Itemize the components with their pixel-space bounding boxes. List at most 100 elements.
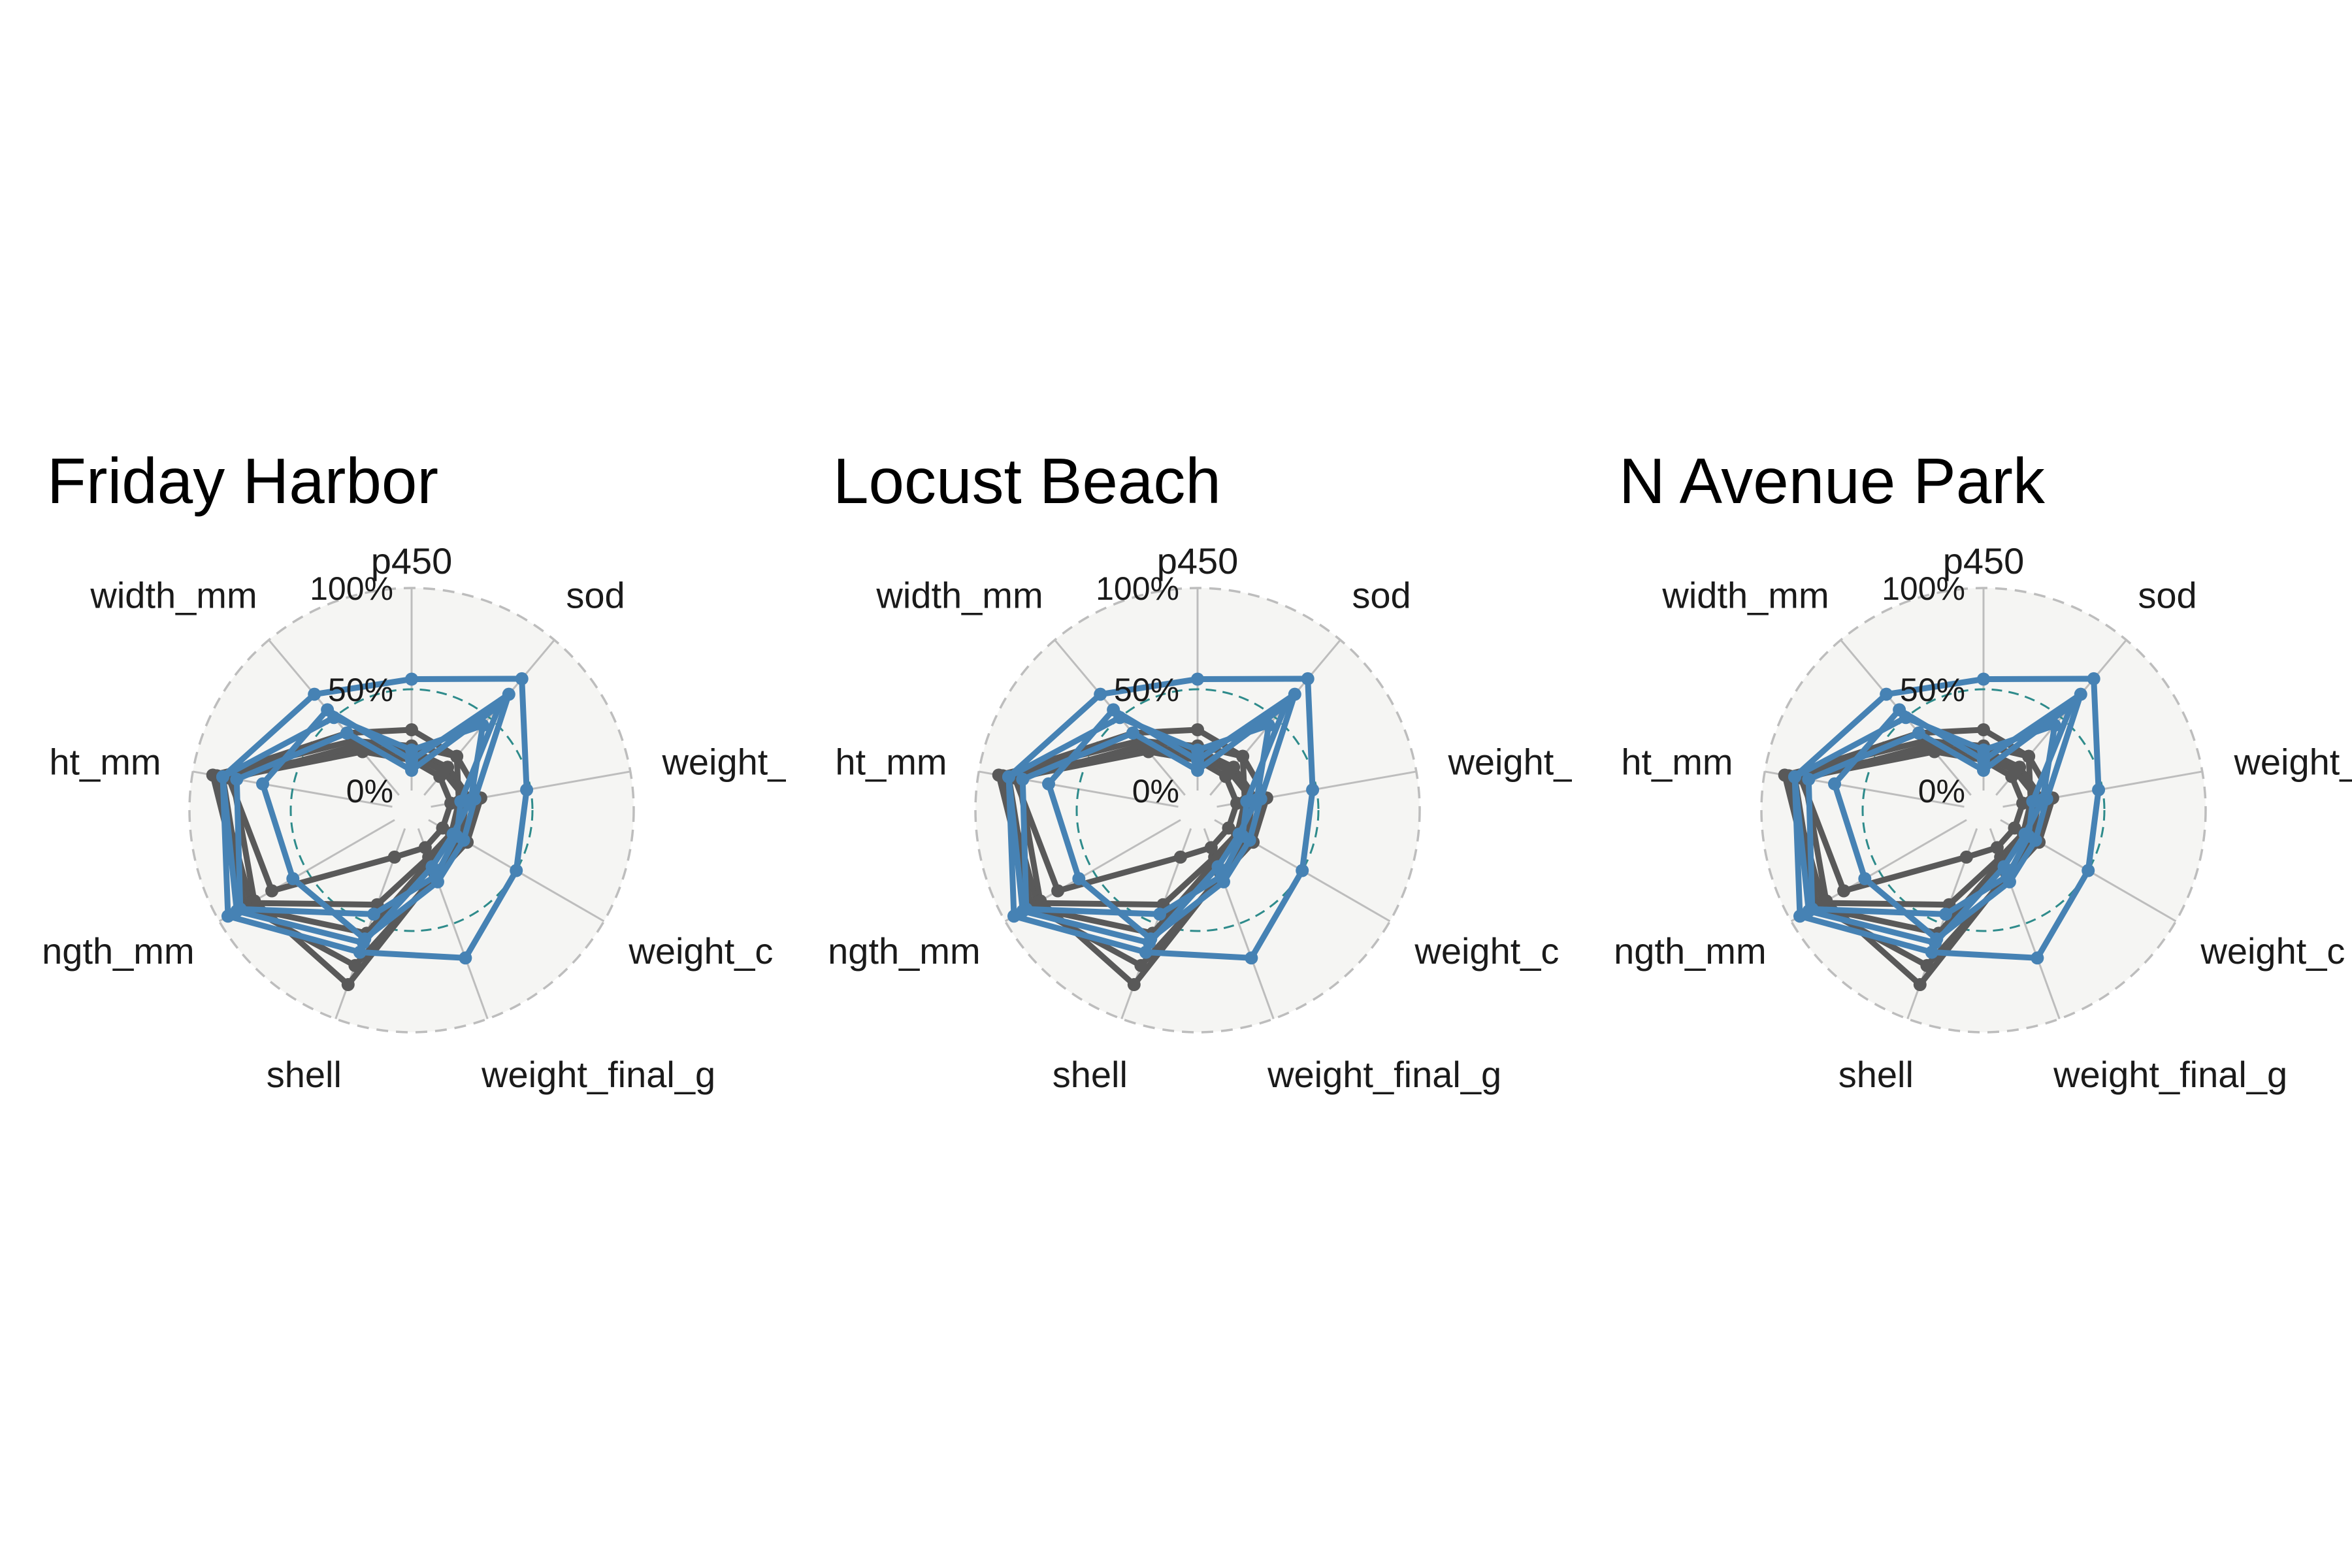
data-point-grey xyxy=(992,768,1005,782)
axis-label: weight_c xyxy=(1414,930,1559,972)
series-line-blue xyxy=(1005,676,1316,961)
radial-tick-label: 50% xyxy=(328,672,393,708)
series-line-blue xyxy=(1045,691,1298,942)
data-point-blue xyxy=(1899,711,1913,725)
data-point-grey xyxy=(436,821,449,835)
data-point-blue xyxy=(459,951,472,965)
axis-label: weight_final_g xyxy=(481,1054,715,1095)
data-point-grey xyxy=(341,978,355,992)
axis-label: ngth_mm xyxy=(42,930,194,972)
data-point-grey xyxy=(1127,978,1141,992)
axis-label: width_mm xyxy=(1661,575,1829,616)
data-point-grey xyxy=(1222,821,1235,835)
panel-title: Locust Beach xyxy=(833,445,1221,517)
reference-ring xyxy=(1861,688,2106,932)
series-line-grey xyxy=(225,749,454,894)
data-point-blue xyxy=(1240,794,1254,808)
data-point-blue xyxy=(520,783,534,796)
data-point-blue xyxy=(1191,672,1204,686)
reference-ring xyxy=(1075,688,1320,932)
data-point-blue xyxy=(1858,872,1872,885)
axis-label: weight_c xyxy=(628,930,773,972)
data-point-grey xyxy=(206,768,220,782)
data-point-blue xyxy=(493,698,506,712)
data-point-grey xyxy=(1141,745,1155,759)
data-point-blue xyxy=(1997,860,2011,874)
data-point-blue xyxy=(1250,793,1264,807)
data-point-blue xyxy=(1788,770,1801,784)
data-point-grey xyxy=(1051,884,1065,898)
axis-label: sod xyxy=(566,575,625,616)
data-point-grey xyxy=(418,841,432,855)
axis-label: weight_final_g xyxy=(2053,1054,2287,1095)
axis-label: ngth_mm xyxy=(828,930,980,972)
radial-tick-label: 100% xyxy=(310,570,393,607)
data-point-blue xyxy=(1828,777,1842,791)
series-line-grey xyxy=(1011,749,1240,894)
data-point-blue xyxy=(1802,772,1816,786)
data-point-blue xyxy=(1301,672,1315,685)
data-point-blue xyxy=(515,672,529,685)
data-point-blue xyxy=(425,860,439,874)
axis-label: shell xyxy=(267,1054,342,1095)
data-point-blue xyxy=(405,743,418,757)
series-line-grey xyxy=(1797,749,2026,894)
data-point-blue xyxy=(2036,793,2050,807)
data-point-grey xyxy=(1977,723,1990,736)
data-point-grey xyxy=(1236,749,1250,763)
data-point-blue xyxy=(464,793,478,807)
data-point-grey xyxy=(1134,958,1148,972)
series-line-blue xyxy=(1005,714,1272,946)
axis-label: weight_final_g xyxy=(1267,1054,1501,1095)
reference-ring xyxy=(289,688,534,932)
data-point-grey xyxy=(450,749,464,763)
axis-label: p450 xyxy=(1157,540,1239,581)
data-point-grey xyxy=(405,723,418,736)
data-point-blue xyxy=(367,907,381,921)
data-point-grey xyxy=(355,745,369,759)
axis-label: ht_mm xyxy=(49,741,161,782)
data-point-blue xyxy=(1143,936,1156,949)
data-point-blue xyxy=(1232,827,1246,841)
axis-label: width_mm xyxy=(875,575,1043,616)
data-point-blue xyxy=(1002,770,1015,784)
data-point-blue xyxy=(1977,743,1990,757)
data-point-blue xyxy=(1912,727,1926,740)
outer-ring xyxy=(1760,587,2207,1034)
data-point-blue xyxy=(446,827,460,841)
data-point-blue xyxy=(502,687,515,701)
data-point-blue xyxy=(1191,743,1204,757)
data-point-blue xyxy=(2087,672,2100,685)
radar-panel: 0% 50% 100%p450 sod weight_ weight_c weight_fi… xyxy=(1614,540,2352,1095)
axis-label: width_mm xyxy=(90,575,257,616)
series-line-blue xyxy=(1831,691,2084,942)
data-point-blue xyxy=(1191,764,1204,777)
data-point-blue xyxy=(1802,904,1816,918)
data-point-blue xyxy=(216,770,229,784)
data-point-blue xyxy=(476,719,489,732)
data-point-blue xyxy=(2082,864,2095,877)
data-point-blue xyxy=(405,753,418,767)
axis-label: sod xyxy=(2138,575,2197,616)
data-point-blue xyxy=(2048,719,2061,732)
radar-panel: 0% 50% 100%p450 sod weight_ weight_c weight_fi… xyxy=(828,540,1572,1095)
data-point-grey xyxy=(1837,884,1851,898)
data-point-blue xyxy=(1262,719,1275,732)
axis-label: weight_c xyxy=(2200,930,2345,972)
data-point-blue xyxy=(230,772,244,786)
radial-tick-label: 100% xyxy=(1096,570,1179,607)
axis-label: shell xyxy=(1053,1054,1128,1095)
data-point-blue xyxy=(1279,698,1292,712)
axis-label: shell xyxy=(1838,1054,1914,1095)
data-point-blue xyxy=(1288,687,1301,701)
data-point-grey xyxy=(1219,770,1233,783)
axis-label: ht_mm xyxy=(1621,741,1733,782)
axis-label: weight_ xyxy=(661,741,789,782)
data-point-blue xyxy=(1977,672,1990,686)
data-point-grey xyxy=(1959,850,1973,864)
data-point-grey xyxy=(348,958,362,972)
data-point-blue xyxy=(357,936,370,949)
data-point-blue xyxy=(1977,753,1990,767)
data-point-grey xyxy=(1778,768,1791,782)
data-point-grey xyxy=(2016,796,2030,810)
